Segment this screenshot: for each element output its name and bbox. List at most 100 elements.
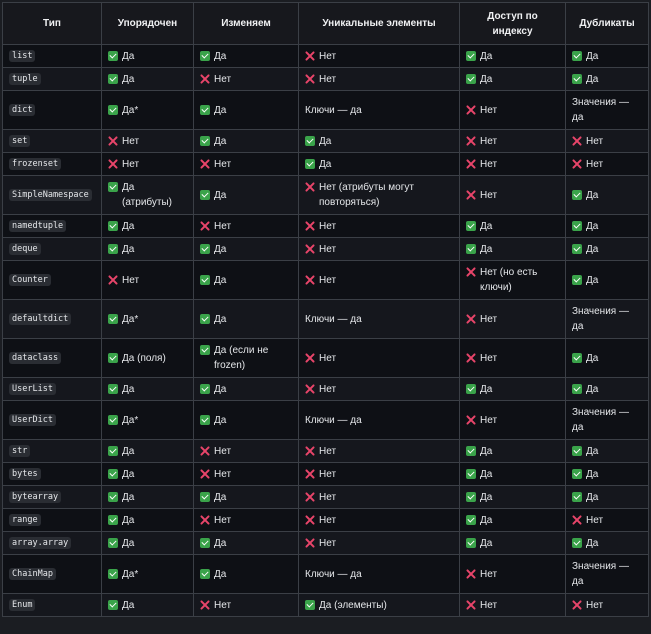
type-cell: deque — [2, 237, 102, 261]
cell-content: Нет — [466, 157, 559, 172]
check-mark-icon — [572, 243, 582, 254]
cell-content: Нет (атрибуты могут повторяться) — [305, 180, 453, 210]
cell-content: Да* — [108, 567, 187, 582]
check-mark-icon — [200, 189, 210, 200]
header-unique: Уникальные элементы — [298, 2, 460, 45]
table-header: Тип Упорядочен Изменяем Уникальные элеме… — [2, 2, 649, 45]
check-mark-icon — [108, 243, 118, 254]
cell-text: Значения — да — [572, 97, 629, 123]
ordered-cell: Да — [101, 439, 194, 463]
cell-content: Да — [200, 103, 292, 118]
cell-content: Да — [108, 598, 187, 613]
cell-content: Нет — [305, 351, 453, 366]
type-cell: ChainMap — [2, 554, 102, 594]
unique-cell: Нет — [298, 67, 460, 91]
cell-text: Да — [586, 274, 599, 286]
duplicates-cell: Да — [565, 214, 649, 238]
table-row: deque Да Да Нет Да Да — [2, 237, 649, 261]
cell-text: Нет (атрибуты могут повторяться) — [319, 182, 414, 208]
cell-text: Нет — [122, 135, 140, 147]
mutable-cell: Да (если не frozen) — [193, 338, 299, 378]
cell-text: Нет — [214, 220, 232, 232]
cell-content: Да* — [108, 413, 187, 428]
mutable-cell: Да — [193, 554, 299, 594]
check-mark-icon — [108, 182, 118, 192]
type-cell: Counter — [2, 260, 102, 300]
check-mark-icon — [572, 352, 582, 363]
cell-text: Нет — [319, 352, 337, 364]
cell-content: Нет — [572, 598, 642, 613]
cell-content: Нет — [200, 513, 292, 528]
unique-cell: Нет — [298, 462, 460, 486]
cell-content: Нет — [305, 467, 453, 482]
check-mark-icon — [305, 599, 315, 610]
cell-text: Да — [122, 383, 135, 395]
duplicates-cell: Да — [565, 260, 649, 300]
cell-text: Да — [480, 73, 493, 85]
header-row: Тип Упорядочен Изменяем Уникальные элеме… — [2, 2, 649, 45]
cell-content: Нет — [466, 188, 559, 203]
cell-text: Нет — [122, 158, 140, 170]
type-cell: str — [2, 439, 102, 463]
type-cell: bytes — [2, 462, 102, 486]
header-duplicates: Дубликаты — [565, 2, 649, 45]
cell-text: Да* — [122, 104, 139, 116]
cell-text: Нет — [319, 468, 337, 480]
cell-text: Да* — [122, 414, 139, 426]
mutable-cell: Нет — [193, 439, 299, 463]
cell-content: Да — [572, 351, 642, 366]
unique-cell: Нет — [298, 508, 460, 532]
check-mark-icon — [108, 514, 118, 525]
cell-content: Нет — [200, 598, 292, 613]
comparison-table: Тип Упорядочен Изменяем Уникальные элеме… — [2, 2, 649, 617]
index-access-cell: Да — [459, 508, 566, 532]
cell-content: Да — [108, 444, 187, 459]
type-name: Enum — [9, 599, 36, 611]
cell-content: Да — [466, 467, 559, 482]
cross-mark-icon — [305, 538, 315, 548]
cell-content: Нет — [466, 351, 559, 366]
cell-text: Нет — [586, 599, 604, 611]
ordered-cell: Да — [101, 462, 194, 486]
check-mark-icon — [200, 243, 210, 254]
ordered-cell: Да* — [101, 299, 194, 339]
cell-content: Да — [466, 382, 559, 397]
cell-text: Нет — [214, 599, 232, 611]
cell-text: Ключи — да — [305, 313, 362, 325]
cross-mark-icon — [108, 136, 118, 146]
index-access-cell: Да — [459, 462, 566, 486]
check-mark-icon — [466, 514, 476, 525]
cell-content: Да — [200, 134, 292, 149]
cell-text: Да — [122, 599, 135, 611]
type-cell: tuple — [2, 67, 102, 91]
check-mark-icon — [108, 383, 118, 394]
duplicates-cell: Значения — да — [565, 400, 649, 440]
check-mark-icon — [572, 383, 582, 394]
mutable-cell: Нет — [193, 462, 299, 486]
cell-content: Да — [466, 513, 559, 528]
check-mark-icon — [200, 345, 210, 355]
cell-content: Значения — да — [572, 559, 642, 589]
check-mark-icon — [108, 568, 118, 579]
check-mark-icon — [466, 383, 476, 394]
duplicates-cell: Нет — [565, 508, 649, 532]
cell-content: Да — [200, 188, 292, 203]
mutable-cell: Нет — [193, 508, 299, 532]
ordered-cell: Нет — [101, 129, 194, 153]
cell-content: Нет — [305, 382, 453, 397]
ordered-cell: Нет — [101, 260, 194, 300]
cell-text: Да — [480, 514, 493, 526]
duplicates-cell: Да — [565, 175, 649, 215]
cell-content: Нет — [305, 444, 453, 459]
check-mark-icon — [305, 135, 315, 146]
unique-cell: Ключи — да — [298, 554, 460, 594]
cross-mark-icon — [200, 446, 210, 456]
cell-content: Да — [200, 273, 292, 288]
cell-text: Да — [586, 189, 599, 201]
index-access-cell: Нет — [459, 152, 566, 176]
cell-content: Да — [108, 536, 187, 551]
table-row: UserDict Да* Да Ключи — да Нет Значения — да — [2, 400, 649, 440]
table-row: frozenset Нет Нет Да Нет Нет — [2, 152, 649, 176]
cell-text: Да* — [122, 568, 139, 580]
check-mark-icon — [572, 491, 582, 502]
